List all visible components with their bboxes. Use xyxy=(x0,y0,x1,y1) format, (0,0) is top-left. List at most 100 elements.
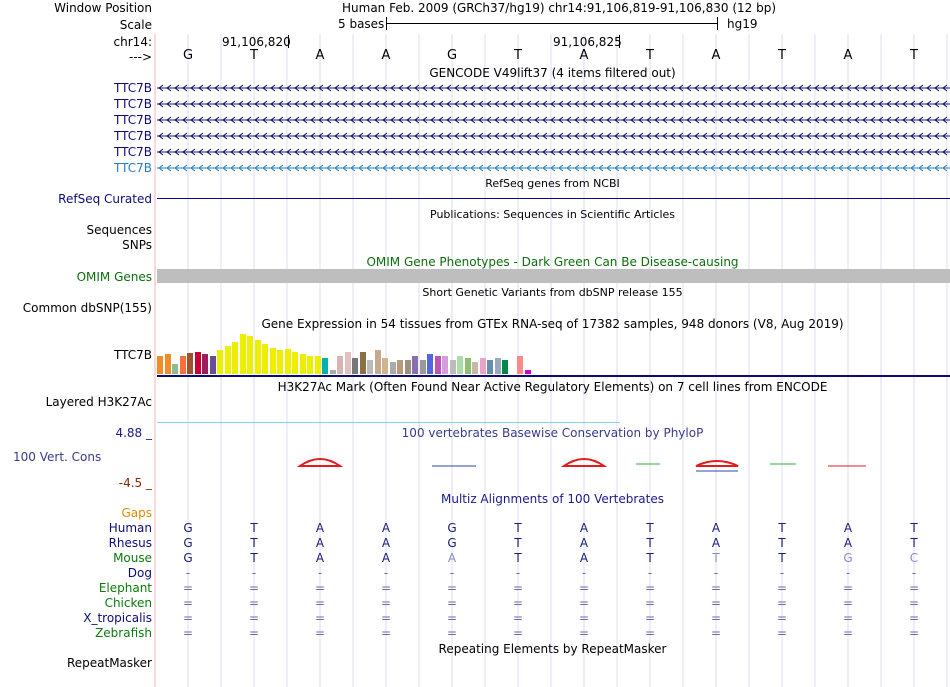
gtex-tissue-bar[interactable] xyxy=(382,358,388,374)
gencode-item-label[interactable]: TTC7B xyxy=(114,113,152,127)
gtex-tissue-bar[interactable] xyxy=(277,350,283,374)
dbsnp-track-label[interactable]: Common dbSNP(155) xyxy=(22,301,152,315)
gtex-tissue-bar[interactable] xyxy=(397,360,403,374)
gtex-tissue-bar[interactable] xyxy=(509,358,516,374)
gtex-tissue-bar[interactable] xyxy=(269,348,276,374)
refseq-track-label[interactable]: RefSeq Curated xyxy=(58,192,152,206)
gtex-tissue-bar[interactable] xyxy=(224,346,231,374)
gtex-tissue-bar[interactable] xyxy=(479,358,486,374)
gencode-item-label[interactable]: TTC7B xyxy=(114,161,152,175)
gtex-tissue-bar[interactable] xyxy=(389,362,396,374)
gtex-tissue-bar[interactable] xyxy=(442,356,448,374)
gtex-tissue-bar[interactable] xyxy=(517,356,523,374)
gtex-tissue-bar[interactable] xyxy=(322,358,328,374)
h3k27ac-track-label[interactable]: Layered H3K27Ac xyxy=(45,395,152,409)
gtex-tissue-bar[interactable] xyxy=(194,352,201,374)
strand-arrow xyxy=(414,148,420,156)
strand-arrow xyxy=(246,116,252,124)
snps-track-label[interactable]: SNPs xyxy=(122,238,152,252)
gtex-track-label[interactable]: TTC7B xyxy=(114,348,152,362)
multiz-species-label[interactable]: Mouse xyxy=(113,551,152,565)
publications-track-title[interactable]: Publications: Sequences in Scientific Ar… xyxy=(430,208,675,221)
gtex-tissue-bar[interactable] xyxy=(367,360,373,374)
strand-arrow xyxy=(158,84,164,92)
gtex-tissue-bar[interactable] xyxy=(307,356,313,374)
multiz-species-label[interactable]: Zebrafish xyxy=(95,626,152,640)
gtex-tissue-bar[interactable] xyxy=(487,360,493,374)
strand-arrow xyxy=(878,164,884,172)
gtex-tissue-bar[interactable] xyxy=(299,354,306,374)
multiz-species-label[interactable]: Dog xyxy=(127,566,152,580)
gtex-tissue-bar[interactable] xyxy=(337,356,343,374)
gtex-tissue-bar[interactable] xyxy=(329,370,336,374)
gtex-tissue-bar[interactable] xyxy=(359,352,366,374)
gtex-tissue-bar[interactable] xyxy=(419,360,426,374)
gtex-tissue-bar[interactable] xyxy=(292,352,298,374)
gtex-tissue-bar[interactable] xyxy=(209,356,216,374)
gencode-item-label[interactable]: TTC7B xyxy=(114,81,152,95)
gtex-tissue-bar[interactable] xyxy=(449,360,456,374)
multiz-species-label[interactable]: Elephant xyxy=(98,581,152,595)
gencode-transcript[interactable] xyxy=(157,131,950,141)
gtex-tissue-bar[interactable] xyxy=(247,336,253,374)
gtex-tissue-bar[interactable] xyxy=(217,350,223,374)
gtex-tissue-bar[interactable] xyxy=(172,364,178,374)
gtex-tissue-bar[interactable] xyxy=(187,353,193,374)
gtex-tissue-bar[interactable] xyxy=(262,344,268,374)
gtex-tissue-bar[interactable] xyxy=(232,342,238,374)
gtex-tissue-bar[interactable] xyxy=(179,356,186,374)
multiz-species-label[interactable]: X_tropicalis xyxy=(83,611,152,625)
repeatmasker-track-label[interactable]: RepeatMasker xyxy=(66,656,152,670)
gencode-item-label[interactable]: TTC7B xyxy=(114,97,152,111)
gtex-tissue-bar[interactable] xyxy=(464,358,471,374)
conservation-track-label[interactable]: 100 Vert. Cons xyxy=(13,450,102,464)
gtex-tissue-bar[interactable] xyxy=(254,340,261,374)
gtex-tissue-bar[interactable] xyxy=(314,356,321,374)
gtex-tissue-bar[interactable] xyxy=(344,352,351,374)
h3k27ac-track-title[interactable]: H3K27Ac Mark (Often Found Near Active Re… xyxy=(277,380,828,394)
conservation-wiggle[interactable] xyxy=(0,440,950,480)
gtex-tissue-bar[interactable] xyxy=(472,362,478,374)
gencode-track-title[interactable]: GENCODE V49lift37 (4 items filtered out) xyxy=(429,66,676,80)
strand-arrow xyxy=(814,164,820,172)
refseq-track-title[interactable]: RefSeq genes from NCBI xyxy=(485,177,620,190)
repeatmasker-track-title[interactable]: Repeating Elements by RepeatMasker xyxy=(438,642,667,656)
refseq-gene-line[interactable] xyxy=(157,198,950,199)
gencode-transcript[interactable] xyxy=(157,147,950,157)
gtex-tissue-bar[interactable] xyxy=(427,354,433,374)
gencode-transcript[interactable] xyxy=(157,163,950,173)
gtex-tissue-bar[interactable] xyxy=(502,360,508,374)
gtex-tissue-bar[interactable] xyxy=(239,334,246,374)
gtex-track-title[interactable]: Gene Expression in 54 tissues from GTEx … xyxy=(261,317,844,331)
gencode-item-label[interactable]: TTC7B xyxy=(114,129,152,143)
gtex-tissue-bar[interactable] xyxy=(157,356,163,374)
gtex-tissue-bar[interactable] xyxy=(352,358,358,374)
multiz-track-title[interactable]: Multiz Alignments of 100 Vertebrates xyxy=(440,492,665,506)
gencode-transcript[interactable] xyxy=(157,99,950,109)
multiz-species-label[interactable]: Rhesus xyxy=(108,536,152,550)
omim-track-label[interactable]: OMIM Genes xyxy=(76,270,152,284)
gtex-tissue-bar[interactable] xyxy=(524,370,531,374)
gencode-transcript[interactable] xyxy=(157,83,950,93)
gtex-tissue-bar[interactable] xyxy=(457,356,463,374)
gtex-tissue-bar[interactable] xyxy=(202,354,208,374)
strand-arrow xyxy=(238,84,244,92)
gencode-item-label[interactable]: TTC7B xyxy=(114,145,152,159)
gtex-tissue-bar[interactable] xyxy=(284,349,291,374)
gtex-tissue-bar[interactable] xyxy=(412,356,418,374)
conservation-track-title[interactable]: 100 vertebrates Basewise Conservation by… xyxy=(401,426,704,440)
multiz-species-label[interactable]: Chicken xyxy=(104,596,152,610)
gtex-tissue-bar[interactable] xyxy=(404,360,411,374)
multiz-species-label[interactable]: Human xyxy=(108,521,152,535)
sequences-track-label[interactable]: Sequences xyxy=(86,223,152,237)
omim-gene-bar[interactable] xyxy=(157,269,950,283)
gtex-tissue-bar[interactable] xyxy=(164,354,171,374)
omim-track-title[interactable]: OMIM Gene Phenotypes - Dark Green Can Be… xyxy=(366,255,739,269)
multiz-gaps-label[interactable]: Gaps xyxy=(121,506,152,520)
gtex-tissue-bar[interactable] xyxy=(374,350,381,374)
gencode-transcript[interactable] xyxy=(157,115,950,125)
gtex-tissue-bar[interactable] xyxy=(434,356,441,374)
dbsnp-track-title[interactable]: Short Genetic Variants from dbSNP releas… xyxy=(422,286,683,299)
gtex-tissue-bar[interactable] xyxy=(494,358,501,374)
